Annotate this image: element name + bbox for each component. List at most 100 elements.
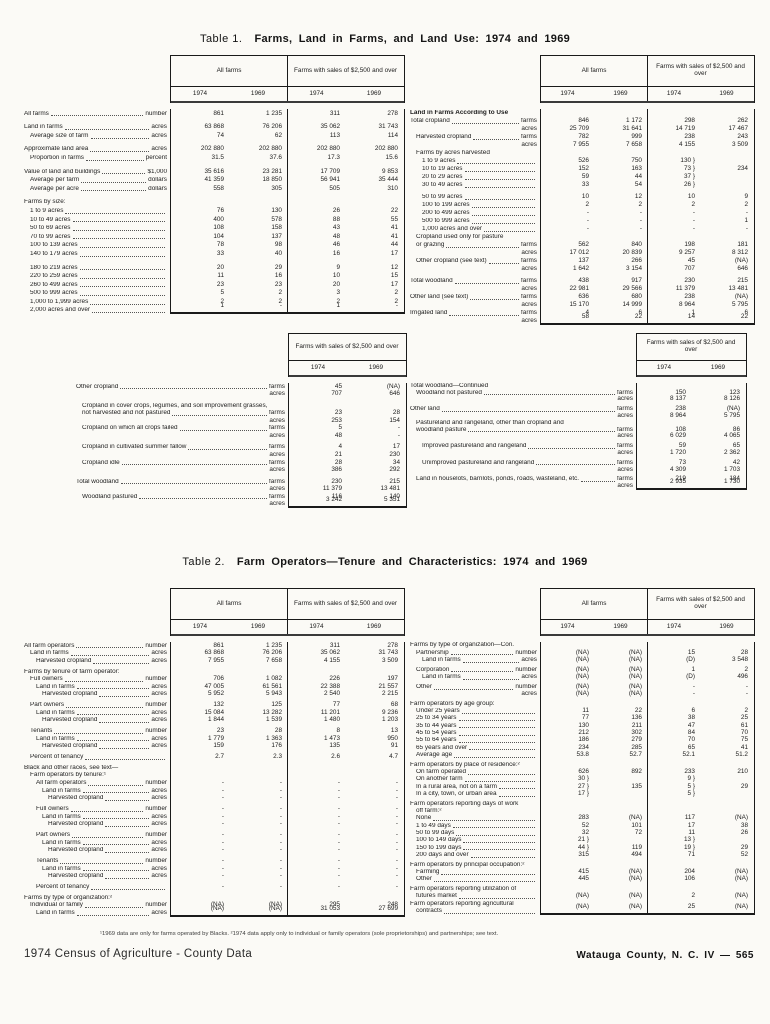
row-label: 20 to 29 acres: [422, 174, 463, 180]
cell-value: 65: [732, 442, 740, 450]
cell-value: 52.7: [629, 750, 642, 758]
table-row: 1,000 to 1,999 acres 2 2 2 2: [24, 297, 405, 306]
unit-label: number: [145, 676, 167, 683]
spacer-row: [410, 882, 755, 886]
cell-value: 104: [213, 232, 224, 240]
cell-value: 707: [331, 390, 342, 398]
table-row: Harvested cropland acres 5 952 5 943 2 540 2 …: [24, 690, 405, 699]
cell-value: 123: [729, 388, 740, 396]
cell-value: 21 }: [577, 836, 589, 844]
cell-value: [345, 772, 403, 780]
row-values: 2.7 2.3 2.6 4.7: [170, 753, 405, 761]
cell-value: 68: [390, 701, 398, 709]
year-header: 1969: [719, 90, 734, 97]
stub-spacer: [24, 588, 170, 636]
cell-value: 98: [274, 241, 282, 249]
table1-bottom-right-panel: Farms with sales of $2,500 and over 1974…: [410, 333, 747, 490]
cell-value: 9 853: [382, 167, 398, 175]
cell-value: 20: [216, 263, 224, 271]
row-values: [540, 697, 755, 701]
unit-label: number: [515, 666, 537, 673]
cell-value: [647, 900, 700, 908]
cell-value: 445: [578, 875, 589, 883]
cell-value: 136: [631, 714, 642, 722]
row-values: ---1: [540, 216, 755, 225]
dot-leader: [79, 286, 165, 288]
table-row: acres 22 981 29 566 11 379 13 481: [410, 284, 755, 293]
row-values: [540, 807, 755, 815]
cell-value: 75: [740, 736, 748, 744]
row-stub: off farm:²: [410, 808, 540, 815]
cell-value: 31 641: [622, 125, 642, 132]
cell-value: -: [586, 209, 589, 216]
dot-leader: [463, 841, 535, 843]
cell-value: [647, 663, 700, 667]
row-values: (NA) (NA) (D) 3 548: [540, 655, 755, 664]
cell-value: [594, 837, 647, 844]
unit-label: acres: [151, 865, 167, 872]
row-values: [288, 473, 407, 478]
dot-leader: [82, 818, 150, 820]
row-values: 23 28 8 13: [170, 727, 405, 735]
row-label: Tenants: [36, 857, 59, 864]
cell-value: [700, 776, 753, 783]
all-farms-column-group: All farms: [216, 66, 242, 74]
row-stub: Irrigated land farms: [410, 310, 540, 317]
row-stub: Tenants number: [24, 728, 170, 735]
row-stub: Land in farms acres: [24, 710, 170, 717]
cell-value: -: [395, 779, 398, 787]
section-heading-label: off farm:²: [416, 808, 442, 815]
cell-value: [541, 642, 594, 649]
table-row: Land in farms acres 63 868 76 206 35 062 31 7…: [24, 649, 405, 657]
cell-value: -: [279, 794, 282, 802]
table-row: Tenants number - - - -: [24, 857, 405, 865]
cell-value: (NA): [628, 655, 642, 663]
row-values: 52 101 17 38: [540, 822, 755, 830]
unit-label: dollars: [148, 185, 167, 192]
spacer-row: [410, 858, 755, 862]
dot-leader: [456, 834, 535, 836]
section-heading-row: Farms by type of organization:²: [24, 893, 405, 902]
row-values: 15 084 13 282 11 201 9 236: [170, 708, 405, 717]
spacer-row: [24, 724, 405, 728]
table-row: Other land farms 238 (NA): [410, 405, 747, 413]
cell-value: [345, 764, 403, 772]
cell-value: 1 203: [382, 716, 398, 724]
unit-label: farms: [617, 426, 633, 433]
cell-value: (NA): [575, 648, 589, 656]
cell-value: [594, 776, 647, 783]
cell-value: -: [279, 856, 282, 864]
cell-value: -: [287, 838, 345, 847]
cell-value: 13 }: [647, 836, 700, 844]
row-label: Harvested cropland: [416, 134, 472, 140]
cell-value: 15.6: [385, 153, 398, 161]
all-farms-column-group: All farms: [581, 66, 607, 74]
dot-leader: [64, 680, 144, 682]
unit-label: farms: [521, 242, 537, 248]
dot-leader: [105, 877, 150, 879]
row-label: Improved pastureland and rangeland: [422, 443, 527, 450]
row-stub: Cropland used only for pasture: [410, 234, 540, 241]
unit-label: acres: [521, 318, 537, 324]
cell-value: 9 }: [647, 775, 700, 784]
row-stub: 220 to 259 acres: [24, 273, 170, 280]
cell-value: (NA): [628, 665, 642, 673]
dot-leader: [76, 647, 144, 649]
row-values: [636, 419, 747, 427]
table-row: 70 to 99 acres 104 137 48 41: [24, 231, 405, 241]
section-heading-row: Farm operators by place of residence:²: [410, 761, 755, 769]
dot-leader: [443, 912, 535, 914]
spacer-row: [24, 827, 405, 832]
row-label: None: [416, 815, 432, 822]
table-row: 50 to 99 acres 10 12 10 9: [410, 192, 755, 201]
cell-value: -: [287, 857, 345, 865]
cell-value: 76 206: [262, 123, 282, 131]
cell-value: -: [395, 830, 398, 838]
row-stub: Total woodland farms: [410, 278, 540, 285]
cell-value: 9 236: [382, 708, 398, 716]
cell-value: -: [221, 856, 224, 864]
dot-leader: [79, 255, 165, 257]
spacer-row: [24, 698, 405, 702]
cell-value: 298: [647, 116, 700, 125]
dot-leader: [64, 128, 150, 130]
